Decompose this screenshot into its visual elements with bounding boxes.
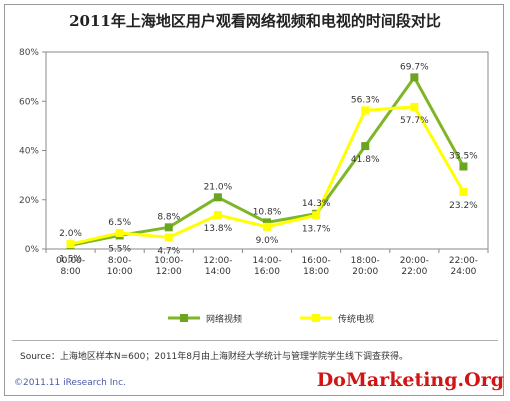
source-note: Source：上海地区样本N=600；2011年8月由上海财经大学统计与管理学院…: [20, 352, 408, 362]
data-point-1: [263, 222, 271, 231]
data-point-1: [66, 240, 75, 249]
x-tick-label: 8:00-10:00: [107, 256, 133, 277]
watermark-logo: DoMarketing.Org: [316, 369, 504, 391]
copyright-text: ©2011.11 iResearch Inc.: [14, 378, 126, 388]
data-label: 2.0%: [59, 229, 82, 239]
legend-swatch-marker: [312, 314, 320, 322]
data-label: 6.5%: [108, 218, 131, 228]
data-point-0: [410, 73, 419, 82]
data-point-1: [410, 102, 419, 111]
chart-frame: [4, 4, 504, 396]
data-point-1: [115, 228, 124, 237]
x-tick-label: 22:00-24:00: [449, 256, 478, 277]
data-label: 21.0%: [204, 182, 233, 192]
data-label: 69.7%: [400, 62, 429, 72]
data-label: 57.7%: [400, 116, 429, 126]
data-point-1: [312, 211, 321, 220]
x-tick-label: 00:00-8:00: [56, 256, 85, 277]
data-point-1: [361, 106, 370, 115]
y-tick-label: 20%: [19, 196, 39, 206]
chart-title: 2011年上海地区用户观看网络视频和电视的时间段对比: [69, 12, 441, 30]
x-tick-label: 14:00-16:00: [252, 256, 281, 277]
y-tick-label: 40%: [19, 147, 39, 157]
data-label: 13.7%: [302, 224, 331, 234]
x-tick-label: 18:00-20:00: [351, 256, 380, 277]
y-tick-label: 80%: [19, 48, 39, 58]
y-tick-label: 60%: [19, 97, 39, 107]
data-label: 10.8%: [253, 207, 282, 217]
legend-label: 传统电视: [338, 313, 374, 325]
x-tick-label: 10:00-12:00: [154, 256, 183, 277]
x-tick-label: 20:00-22:00: [400, 256, 429, 277]
legend-label: 网络视频: [206, 313, 242, 325]
data-label: 8.8%: [157, 212, 180, 222]
y-tick-label: 0%: [25, 245, 40, 255]
separator-line: [12, 340, 498, 341]
data-label: 56.3%: [351, 95, 380, 105]
data-point-1: [459, 187, 468, 196]
data-label: 13.8%: [204, 224, 233, 234]
data-label: 41.8%: [351, 155, 380, 165]
data-label: 4.7%: [157, 246, 180, 256]
data-label: 9.0%: [256, 236, 279, 246]
data-point-0: [263, 218, 271, 227]
data-label: 33.5%: [449, 152, 478, 162]
data-point-0: [164, 223, 173, 232]
data-point-0: [361, 142, 370, 151]
x-tick-label: 12:00-14:00: [203, 256, 232, 277]
data-label: 5.5%: [108, 244, 131, 254]
data-point-1: [213, 211, 222, 220]
data-label: 1.5%: [59, 254, 82, 264]
x-tick-label: 16:00-18:00: [302, 256, 331, 277]
data-point-0: [459, 162, 468, 171]
data-label: 23.2%: [449, 201, 478, 211]
legend-swatch-marker: [180, 314, 188, 322]
data-label: 14.3%: [302, 199, 331, 209]
data-point-0: [213, 193, 222, 202]
data-point-1: [164, 233, 173, 242]
